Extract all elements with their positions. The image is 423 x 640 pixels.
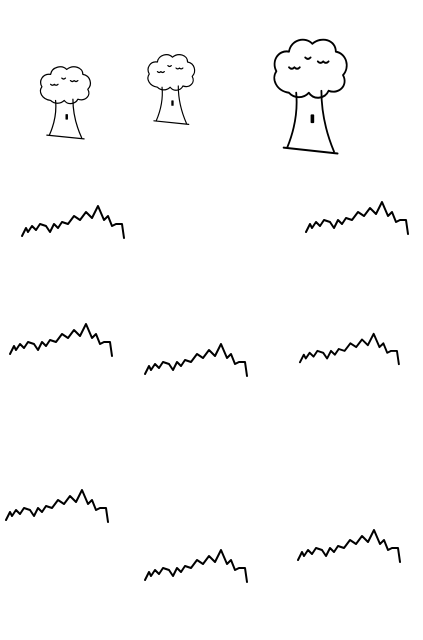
grass-icon — [144, 343, 248, 377]
grass-icon — [305, 201, 409, 235]
grass-icon — [5, 489, 109, 523]
tree-icon — [147, 54, 196, 126]
grass-icon — [9, 323, 113, 357]
grass-icon — [298, 332, 400, 366]
grass-icon — [144, 549, 248, 583]
grass-icon — [21, 205, 125, 239]
grass-icon — [297, 529, 401, 563]
tree-icon — [39, 66, 92, 140]
tree-icon — [273, 38, 348, 155]
